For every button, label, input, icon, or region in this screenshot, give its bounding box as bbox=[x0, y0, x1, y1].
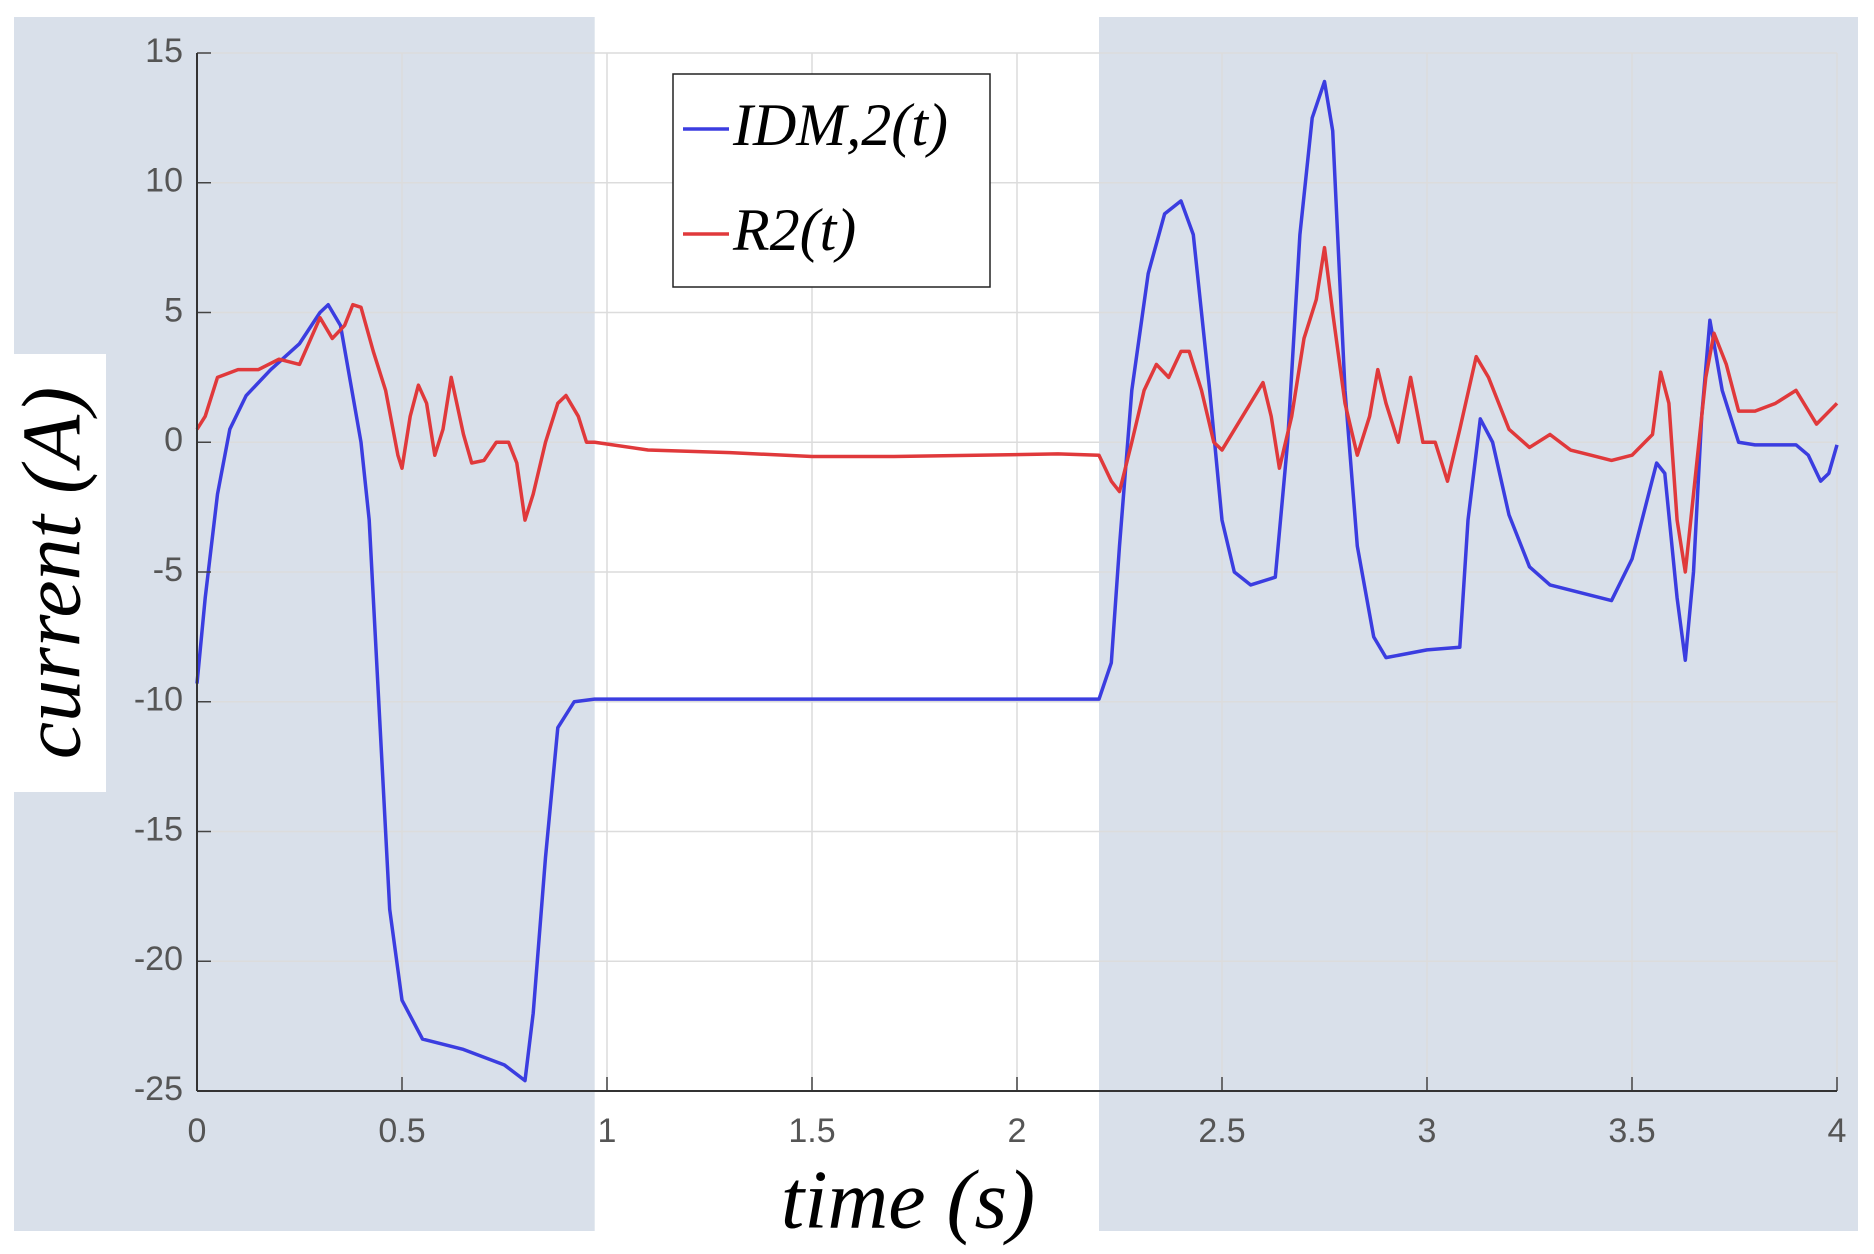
x-tick-label: 2.5 bbox=[1198, 1112, 1245, 1150]
x-axis-label: time (s) bbox=[781, 1153, 1035, 1246]
y-tick-label: 5 bbox=[164, 291, 183, 329]
y-tick-label: -5 bbox=[153, 551, 183, 589]
y-tick-label: 15 bbox=[145, 32, 183, 70]
x-tick-label: 0 bbox=[188, 1112, 207, 1150]
legend-label: IDM,2(t) bbox=[732, 92, 948, 158]
ylabel-background bbox=[14, 354, 106, 792]
legend-box bbox=[672, 73, 991, 288]
axes: 0 0.5 1 1.5 2 2.5 3 3.5 4 -25 -20 -15 -10 -5 0 5 10 15 bbox=[134, 32, 1847, 1150]
shaded-region bbox=[1099, 17, 1858, 1231]
x-tick-label: 4 bbox=[1828, 1112, 1847, 1150]
y-tick-label: -20 bbox=[134, 940, 183, 978]
legend-label: R2(t) bbox=[732, 197, 856, 263]
shading bbox=[14, 17, 1858, 1231]
data-line bbox=[195, 245, 1839, 574]
x-tick-label: 2 bbox=[1008, 1112, 1027, 1150]
lines bbox=[195, 79, 1839, 1083]
y-axis-label: current (A) bbox=[5, 387, 98, 759]
y-tick-label: -10 bbox=[134, 681, 183, 719]
y-tick-label: 10 bbox=[145, 162, 183, 200]
legend: IDM,2(t) R2(t) bbox=[672, 73, 991, 288]
x-tick-label: 0.5 bbox=[378, 1112, 425, 1150]
grid bbox=[196, 52, 1838, 1092]
x-tick-label: 3 bbox=[1418, 1112, 1437, 1150]
y-tick-label: -25 bbox=[134, 1070, 183, 1108]
shaded-region bbox=[14, 17, 595, 1231]
data-line bbox=[195, 79, 1839, 1083]
x-tick-label: 3.5 bbox=[1608, 1112, 1655, 1150]
x-tick-label: 1.5 bbox=[788, 1112, 835, 1150]
y-tick-label: 0 bbox=[164, 421, 183, 459]
y-tick-label: -15 bbox=[134, 810, 183, 848]
x-tick-label: 1 bbox=[598, 1112, 617, 1150]
